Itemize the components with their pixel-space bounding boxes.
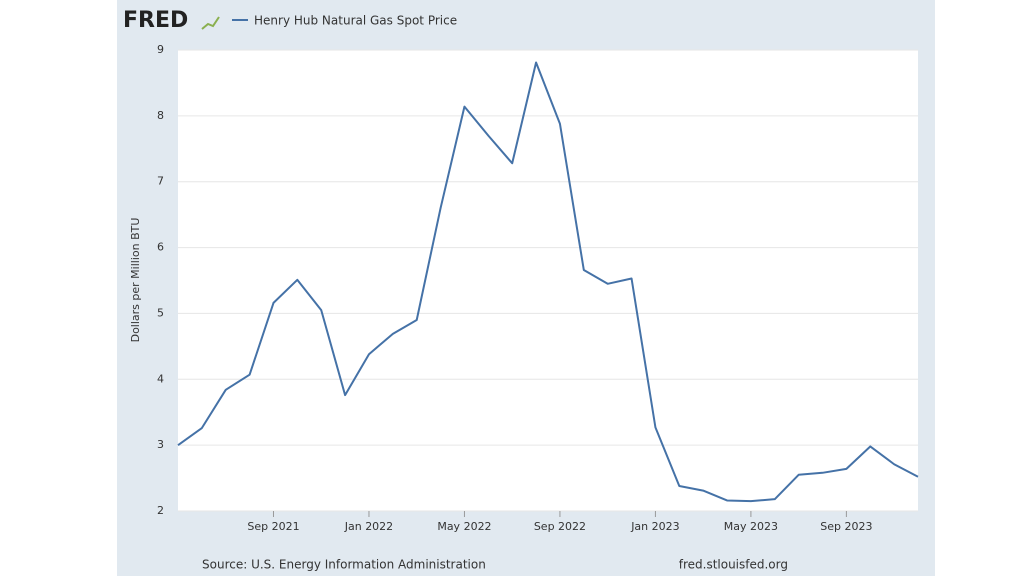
y-tick-label: 4 — [157, 372, 164, 385]
y-tick-label: 6 — [157, 241, 164, 254]
logo-icon — [201, 16, 220, 30]
legend-entry: Henry Hub Natural Gas Spot Price — [254, 14, 457, 28]
site: fred.stlouisfed.org — [679, 558, 788, 572]
x-tick-label: Jan 2022 — [344, 520, 393, 533]
y-tick-label: 3 — [157, 438, 164, 451]
y-tick-label: 9 — [157, 43, 164, 56]
logo: FRED — [123, 8, 188, 33]
line — [177, 61, 919, 503]
y-axis-label: Dollars per Million BTU — [129, 218, 142, 343]
x-tick-label: Jan 2023 — [630, 520, 679, 533]
x-tick-label: Sep 2022 — [534, 520, 586, 533]
source: Source: U.S. Energy Information Administ… — [202, 558, 486, 572]
x-tick-label: May 2023 — [724, 520, 778, 533]
y-tick-label: 2 — [157, 504, 164, 517]
y-tick-label: 5 — [157, 306, 164, 319]
y-tick-label: 7 — [157, 175, 164, 188]
y-tick-label: 8 — [157, 109, 164, 122]
x-tick-label: Sep 2021 — [247, 520, 299, 533]
x-tick-label: May 2022 — [437, 520, 491, 533]
plot-area — [178, 50, 918, 511]
x-tick-label: Sep 2023 — [820, 520, 872, 533]
